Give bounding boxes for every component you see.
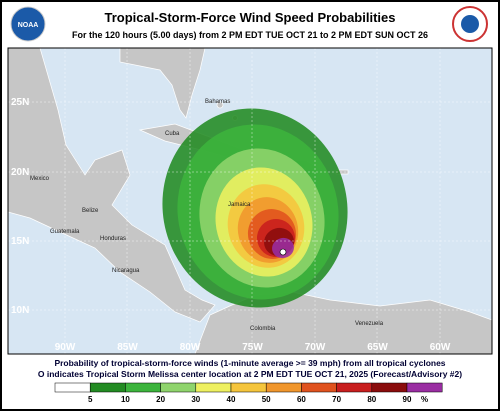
place-label: Bahamas <box>205 99 230 105</box>
legend-label: % <box>421 395 428 404</box>
latitude-label: 20N <box>11 167 29 178</box>
place-label: Honduras <box>100 236 126 242</box>
legend-label: 50 <box>262 395 271 404</box>
noaa-logo <box>10 6 46 42</box>
legend-swatch <box>265 382 302 393</box>
subtitle: For the 120 hours (5.00 days) from 2 PM … <box>72 30 428 40</box>
legend-label: 60 <box>297 395 306 404</box>
legend-swatch <box>195 382 232 393</box>
legend-swatch <box>336 382 373 393</box>
legend-label: 70 <box>332 395 341 404</box>
place-label: Guatemala <box>50 229 80 235</box>
place-label: Mexico <box>30 176 50 182</box>
legend-label: 30 <box>191 395 200 404</box>
legend-label: 5 <box>88 395 93 404</box>
contour <box>272 237 294 259</box>
central-america <box>8 48 216 323</box>
caption-line: O indicates Tropical Storm Melissa cente… <box>38 369 462 379</box>
place-label: Belize <box>82 208 99 214</box>
place-label: Nicaragua <box>112 268 140 274</box>
place-label: Cuba <box>165 131 180 137</box>
legend-swatch <box>301 382 337 393</box>
south-america <box>194 291 492 354</box>
storm-center <box>279 248 287 256</box>
latitude-label: 15N <box>11 236 29 247</box>
latitude-label: 10N <box>11 305 29 316</box>
place-label: Jamaica <box>228 202 251 208</box>
legend-label: 20 <box>156 395 165 404</box>
florida <box>119 48 206 119</box>
longitude-label: 80W <box>180 342 201 353</box>
nws-logo-inner <box>461 15 479 33</box>
logo-text: NOAA <box>18 22 39 29</box>
legend-label: 10 <box>121 395 130 404</box>
legend-swatch <box>230 382 267 393</box>
longitude-label: 65W <box>367 342 388 353</box>
legend-swatch <box>89 382 126 393</box>
legend-swatch <box>125 382 161 393</box>
longitude-label: 90W <box>55 342 76 353</box>
legend-label: 80 <box>367 395 376 404</box>
legend-swatch <box>160 382 197 393</box>
longitude-label: 75W <box>242 342 263 353</box>
map: Bahamas Cuba Mexico Belize Guatemala Honduras… <box>8 48 492 354</box>
graticule <box>8 48 492 354</box>
longitude-label: 70W <box>305 342 326 353</box>
legend-label: 90 <box>403 395 412 404</box>
place-label: Venezuela <box>355 321 384 327</box>
latitude-label: 25N <box>11 97 29 108</box>
map-border <box>7 47 493 355</box>
longitude-label: 60W <box>430 342 451 353</box>
caption-line: Probability of tropical-storm-force wind… <box>54 358 445 368</box>
legend-label: 40 <box>227 395 236 404</box>
legend-swatch <box>54 382 91 393</box>
longitude-label: 85W <box>117 342 138 353</box>
place-label: Colombia <box>250 326 276 332</box>
legend-swatch <box>371 382 408 393</box>
probability-contours <box>162 108 348 308</box>
legend-swatch <box>406 382 443 393</box>
title: Tropical-Storm-Force Wind Speed Probabil… <box>105 10 396 25</box>
